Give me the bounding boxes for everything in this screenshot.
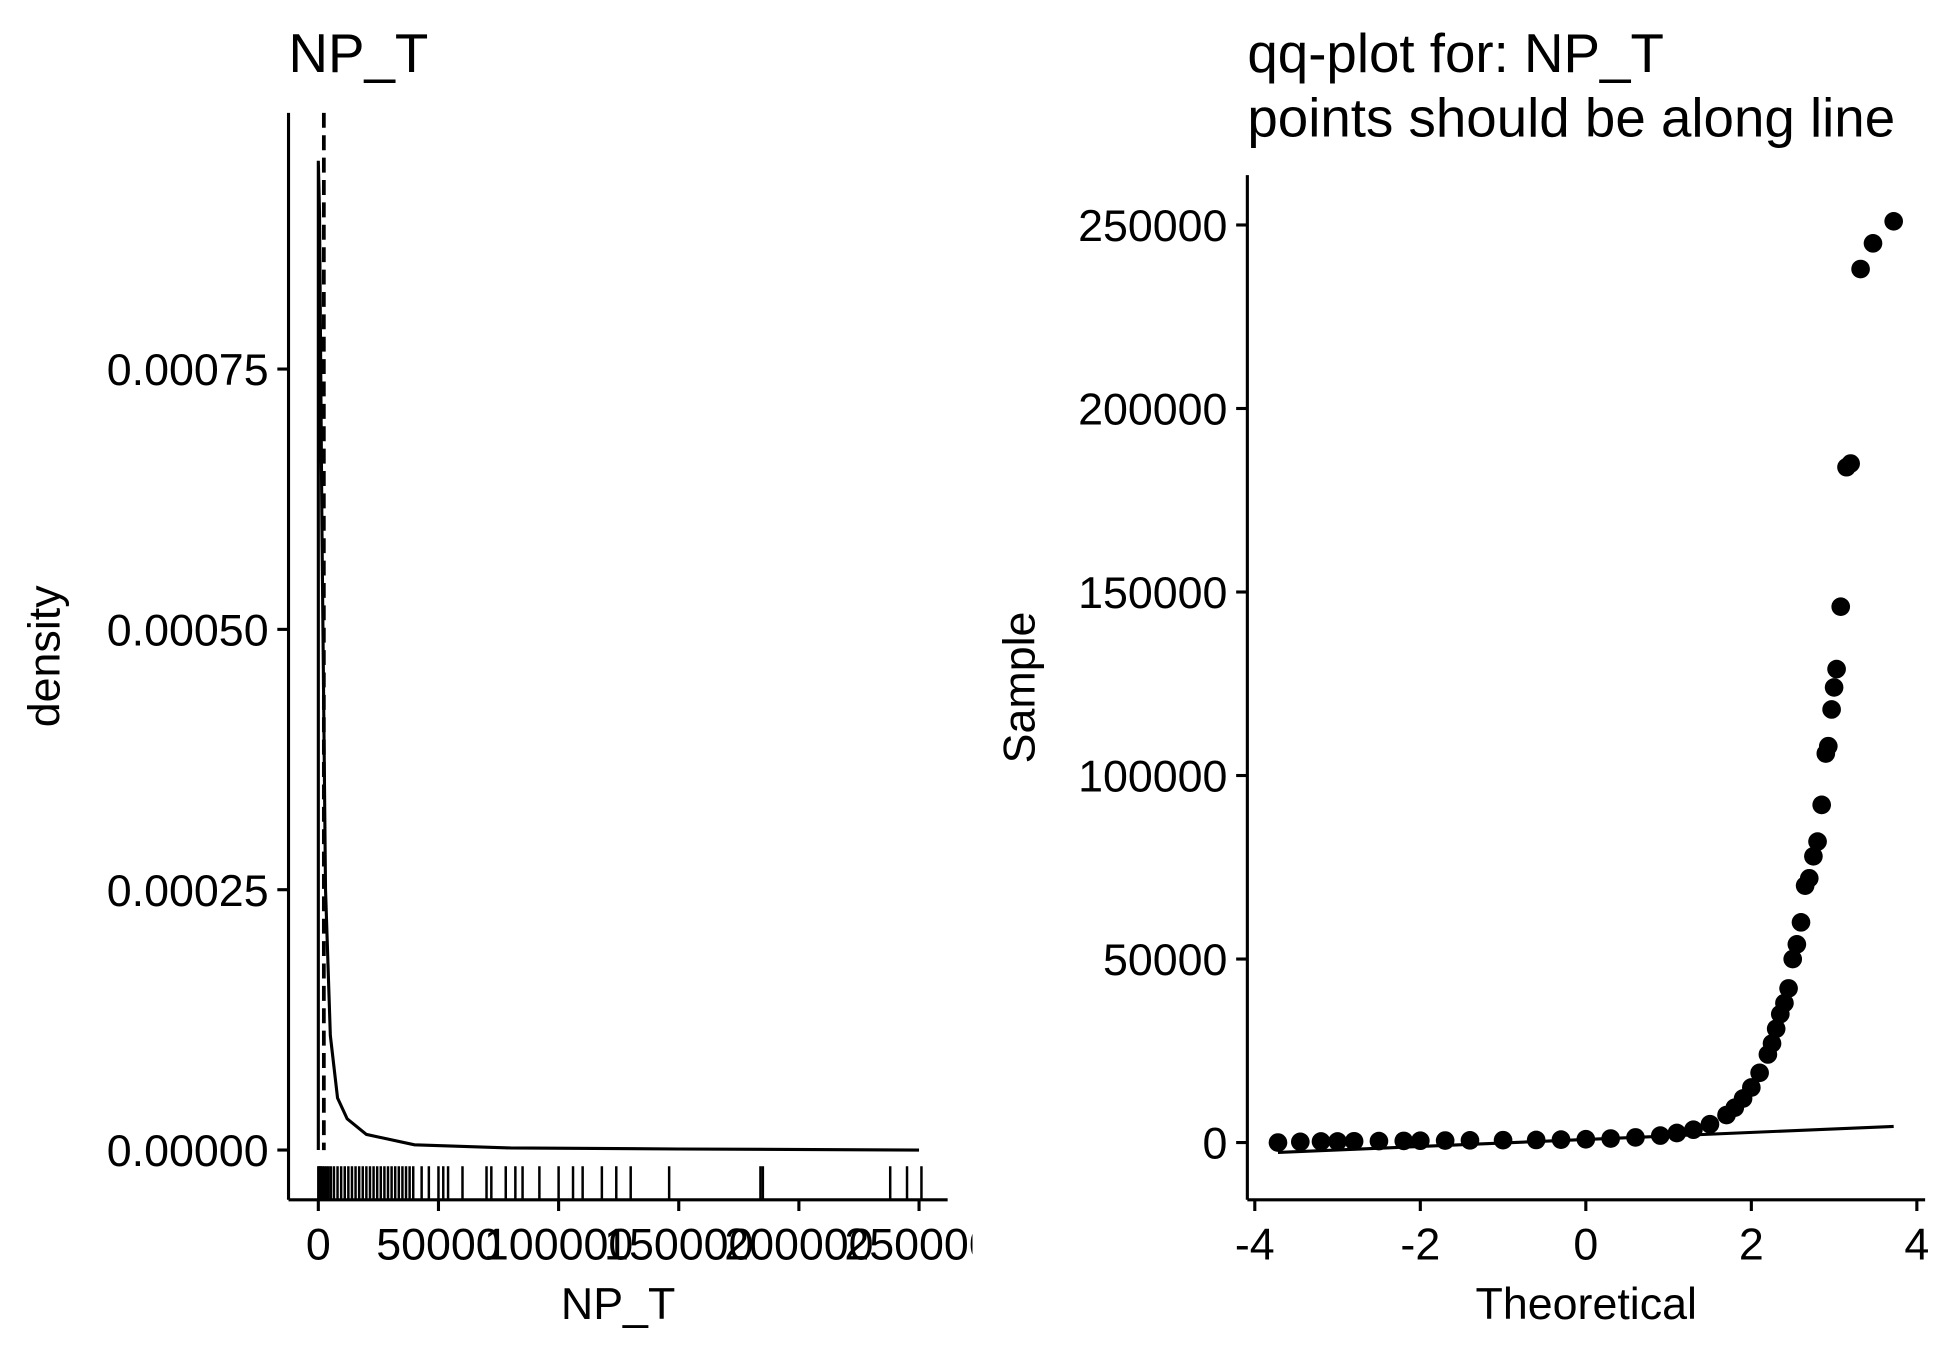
y-axis-title: Sample (995, 612, 1045, 764)
chart-title: qq-plot for: NP_T (1247, 22, 1664, 84)
y-tick-label: 50000 (1103, 935, 1227, 985)
qq-point (1884, 211, 1904, 231)
qq-point (1766, 1019, 1786, 1039)
qq-point (1818, 736, 1838, 756)
qq-point (1808, 832, 1827, 851)
qq-point (1762, 1034, 1782, 1053)
chart-title: NP_T (289, 22, 429, 84)
qq-point (1369, 1131, 1389, 1151)
qq-point (1311, 1132, 1331, 1151)
qq-point (1779, 979, 1798, 998)
y-tick-label: 0.00025 (107, 866, 269, 916)
y-tick-label: 150000 (1078, 568, 1227, 618)
qq-point (1841, 454, 1860, 473)
qq-point (1824, 678, 1844, 697)
qq-point (1667, 1123, 1687, 1143)
x-tick-label: 50000 (376, 1220, 500, 1270)
x-tick-label: -4 (1235, 1220, 1275, 1270)
y-tick-label: 0.00000 (107, 1126, 269, 1176)
qq-point (1851, 259, 1870, 279)
qq-point (1750, 1063, 1769, 1083)
y-tick-label: 0.00050 (107, 606, 269, 656)
qq-point (1822, 700, 1841, 719)
qq-point (1863, 234, 1883, 253)
y-tick-label: 0.00075 (107, 345, 269, 395)
qq-point (1812, 795, 1832, 815)
qq-point (1827, 659, 1846, 679)
qq-point (1791, 913, 1811, 932)
qq-point (1783, 949, 1803, 969)
qq-point (1268, 1133, 1288, 1152)
x-axis-title: NP_T (561, 1279, 675, 1329)
qq-point (1460, 1131, 1480, 1150)
qq-point (1775, 993, 1794, 1013)
x-tick-label: 200000 (724, 1220, 873, 1270)
density-curve (316, 160, 920, 1152)
x-tick-label: 4 (1904, 1220, 1929, 1270)
reference-line (1277, 1124, 1894, 1155)
y-tick-label: 0 (1203, 1119, 1228, 1169)
qq-point (1344, 1131, 1364, 1151)
chart-subtitle: points should be along line (1247, 87, 1895, 149)
qq-point (1493, 1130, 1513, 1150)
qq-point (1804, 846, 1823, 866)
qq-point (1787, 935, 1807, 954)
x-axis-title: Theoretical (1476, 1279, 1697, 1329)
y-axis-title: density (20, 585, 70, 727)
y-tick-label: 250000 (1078, 201, 1227, 251)
qq-point (1290, 1132, 1310, 1152)
qq-point (1831, 597, 1851, 617)
x-tick-label: -2 (1400, 1220, 1440, 1270)
qq-point (1742, 1078, 1761, 1097)
qq-point (1328, 1132, 1347, 1151)
x-tick-label: 250000 (844, 1220, 993, 1270)
y-tick-label: 200000 (1078, 385, 1227, 435)
x-tick-label: 150000 (604, 1220, 753, 1270)
x-tick-label: 0 (306, 1220, 331, 1270)
y-tick-label: 100000 (1078, 752, 1227, 802)
x-tick-label: 2 (1739, 1220, 1764, 1270)
x-tick-label: 100000 (484, 1220, 633, 1270)
x-tick-label: 0 (1573, 1220, 1598, 1270)
qq-point (1700, 1114, 1720, 1134)
qq-point (1799, 868, 1819, 888)
